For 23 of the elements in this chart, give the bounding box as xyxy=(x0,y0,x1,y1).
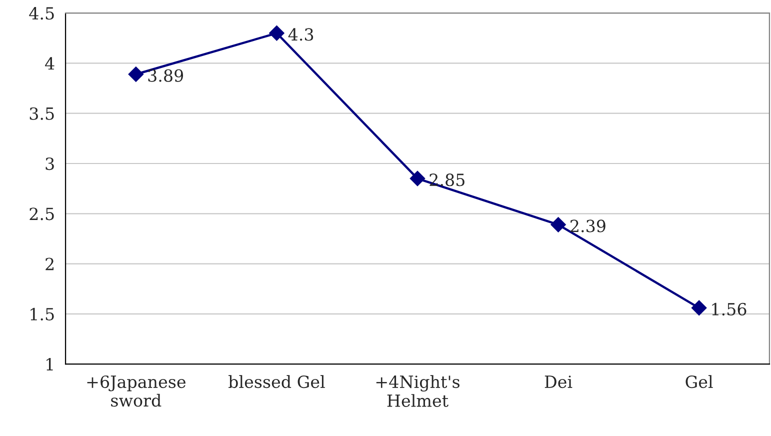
data-label: 2.39 xyxy=(570,220,606,232)
point xyxy=(691,300,707,316)
data-label: 2.85 xyxy=(430,174,464,186)
x-tick-label: +4Night's Helmet xyxy=(376,375,460,407)
point xyxy=(410,170,426,186)
x-tick-label: Dei xyxy=(544,376,572,388)
y-tick-label: 3.5 xyxy=(30,107,54,120)
y-tick-label: 1.5 xyxy=(30,308,54,320)
data-label: 3.89 xyxy=(148,69,184,82)
x-tick-label: blessed Gel xyxy=(228,375,325,388)
y-tick-label: 4 xyxy=(45,57,54,70)
data-label: 4.3 xyxy=(288,28,314,41)
y-tick-label: 4.5 xyxy=(29,7,54,20)
y-tick-label: 1 xyxy=(46,358,53,370)
x-tick-label: +6Japanese sword xyxy=(87,375,186,407)
y-tick-label: 2.5 xyxy=(30,208,54,220)
data-label: 1.56 xyxy=(712,302,746,316)
x-tick-label: Gel xyxy=(686,375,713,388)
point xyxy=(269,26,284,41)
point xyxy=(128,66,144,82)
point xyxy=(550,217,566,232)
y-tick-label: 2 xyxy=(46,258,54,270)
y-tick-label: 3 xyxy=(46,157,54,170)
